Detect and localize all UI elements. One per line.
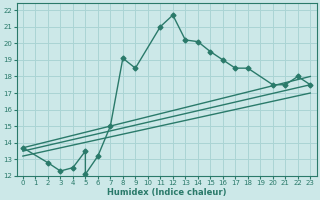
X-axis label: Humidex (Indice chaleur): Humidex (Indice chaleur)	[107, 188, 226, 197]
